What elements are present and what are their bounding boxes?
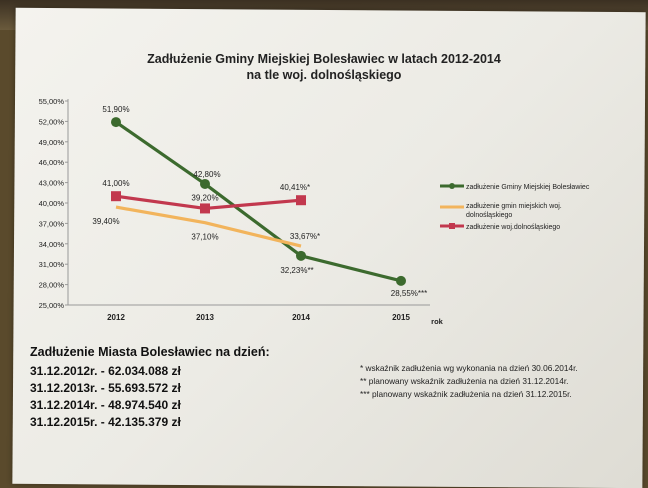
- debt-summary: Zadłużenie Miasta Bolesławiec na dzień: …: [30, 345, 270, 431]
- legend-marker: [449, 183, 455, 189]
- data-label: 51,90%: [102, 105, 129, 114]
- series-line: [115, 205, 302, 248]
- y-tick-label: 40,00%: [39, 199, 65, 208]
- y-tick-label: 28,00%: [39, 281, 65, 290]
- legend-label: zadłużenie gmin miejskich woj.: [466, 203, 562, 210]
- data-label: 39,40%: [92, 217, 119, 226]
- data-point: [200, 203, 210, 214]
- y-tick-label: 37,00%: [39, 219, 65, 228]
- y-tick-label: 43,00%: [39, 179, 65, 188]
- data-label: 39,20%: [191, 193, 218, 202]
- y-tick-label: 31,00%: [39, 260, 65, 269]
- data-point: [396, 275, 406, 286]
- x-tick-label: 2015: [392, 313, 410, 322]
- data-label: 37,10%: [191, 233, 218, 242]
- data-label: 28,55%***: [391, 289, 427, 298]
- footnote: ** planowany wskaźnik zadłużenia na dzie…: [360, 376, 569, 386]
- debt-summary-heading: Zadłużenie Miasta Bolesławiec na dzień:: [30, 345, 270, 359]
- x-tick-label: 2013: [196, 313, 214, 322]
- debt-row: 31.12.2014r. - 48.974.540 zł: [30, 398, 181, 412]
- chart-title-line-1: Zadłużenie Gminy Miejskiej Bolesławiec w…: [147, 52, 501, 66]
- y-tick-label: 34,00%: [39, 240, 65, 249]
- footnote: * wskaźnik zadłużenia wg wykonania na dz…: [360, 363, 578, 373]
- data-point: [111, 191, 121, 202]
- legend-label: zadłużenie Gminy Miejskiej Bolesławiec: [466, 184, 590, 191]
- x-tick-label: 2014: [292, 313, 310, 322]
- debt-row: 31.12.2015r. - 42.135.379 zł: [30, 415, 181, 429]
- data-label: 40,41%*: [280, 183, 310, 192]
- debt-row: 31.12.2012r. - 62.034.088 zł: [30, 364, 181, 378]
- debt-row: 31.12.2013r. - 55.693.572 zł: [30, 381, 181, 395]
- data-point: [111, 117, 121, 128]
- legend-label: dolnośląskiego: [466, 212, 512, 219]
- data-label: 33,67%*: [290, 232, 320, 241]
- legend-label: zadłużenie woj.dolnośląskiego: [466, 224, 560, 231]
- data-label: 32,23%**: [280, 266, 313, 275]
- x-axis-label: rok: [431, 317, 444, 326]
- chart-title-line-2: na tle woj. dolnośląskiego: [246, 68, 402, 82]
- series-line: [115, 120, 402, 283]
- legend-marker: [449, 223, 455, 229]
- x-tick-label: 2012: [107, 313, 125, 322]
- data-point: [296, 195, 306, 206]
- y-tick-label: 55,00%: [39, 97, 65, 106]
- data-point: [296, 250, 306, 261]
- y-tick-label: 52,00%: [39, 117, 65, 126]
- y-tick-label: 49,00%: [39, 138, 65, 147]
- footnote: *** planowany wskaźnik zadłużenia na dzi…: [360, 389, 572, 399]
- data-label: 42,80%: [193, 170, 220, 179]
- y-tick-label: 46,00%: [39, 158, 65, 167]
- data-label: 41,00%: [102, 179, 129, 188]
- footnotes: * wskaźnik zadłużenia wg wykonania na dz…: [360, 362, 578, 401]
- data-point: [200, 178, 210, 189]
- y-tick-label: 25,00%: [39, 301, 65, 310]
